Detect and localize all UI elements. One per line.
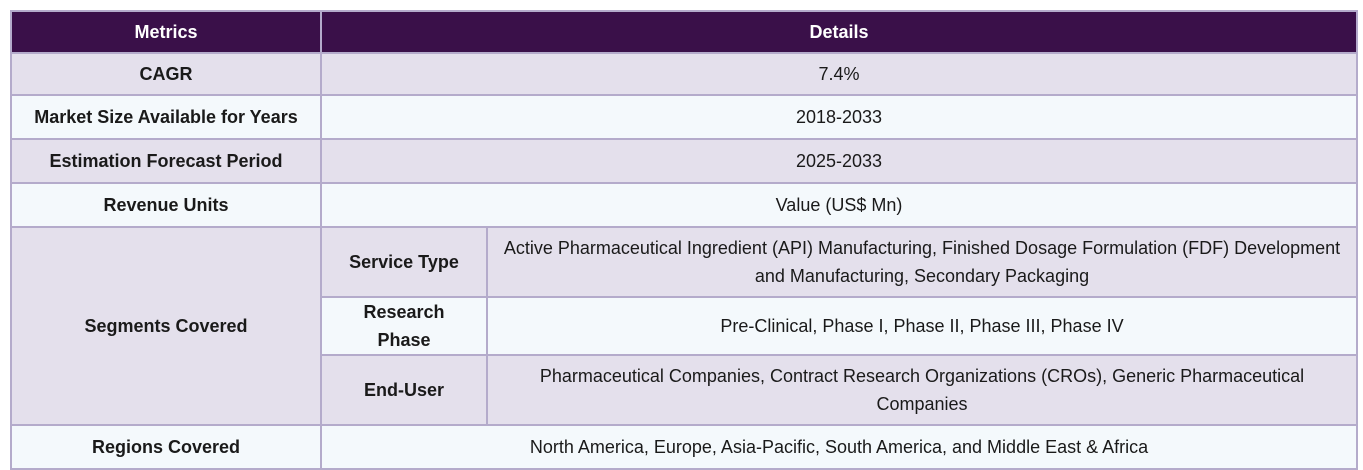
table-row: Regions Covered North America, Europe, A… — [10, 424, 1358, 470]
market-size-value: 2018-2033 — [320, 94, 1358, 140]
table-header-row: Metrics Details — [10, 10, 1358, 54]
cagr-label: CAGR — [10, 52, 322, 96]
market-size-label: Market Size Available for Years — [10, 94, 322, 140]
segments-label: Segments Covered — [10, 226, 322, 426]
regions-value: North America, Europe, Asia-Pacific, Sou… — [320, 424, 1358, 470]
end-user-label: End-User — [320, 354, 488, 426]
table-row: Market Size Available for Years 2018-203… — [10, 94, 1358, 140]
revenue-label: Revenue Units — [10, 182, 322, 228]
table-row: Revenue Units Value (US$ Mn) — [10, 182, 1358, 228]
header-details: Details — [320, 10, 1358, 54]
forecast-value: 2025-2033 — [320, 138, 1358, 184]
table-row: Segments Covered Service Type Active Pha… — [10, 226, 1358, 426]
table-row: CAGR 7.4% — [10, 52, 1358, 96]
cagr-value: 7.4% — [320, 52, 1358, 96]
service-type-label: Service Type — [320, 226, 488, 298]
table-row: Research Phase Pre-Clinical, Phase I, Ph… — [11, 296, 1358, 356]
table-row: Estimation Forecast Period 2025-2033 — [10, 138, 1358, 184]
service-type-value: Active Pharmaceutical Ingredient (API) M… — [486, 226, 1358, 298]
research-phase-value: Pre-Clinical, Phase I, Phase II, Phase I… — [486, 296, 1358, 356]
end-user-value: Pharmaceutical Companies, Contract Resea… — [486, 354, 1358, 426]
metrics-table: Metrics Details CAGR 7.4% Market Size Av… — [10, 10, 1358, 470]
table-row: End-User Pharmaceutical Companies, Contr… — [11, 354, 1358, 426]
forecast-label: Estimation Forecast Period — [10, 138, 322, 184]
regions-label: Regions Covered — [10, 424, 322, 470]
research-phase-label: Research Phase — [320, 296, 488, 356]
revenue-value: Value (US$ Mn) — [320, 182, 1358, 228]
header-metrics: Metrics — [10, 10, 322, 54]
